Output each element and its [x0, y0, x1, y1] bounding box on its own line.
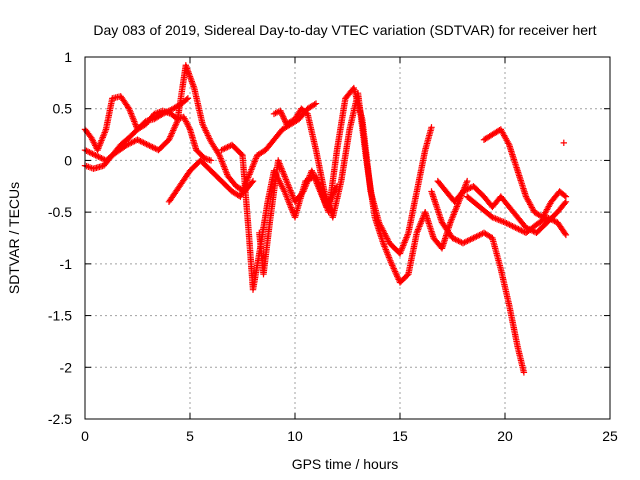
series-C [81, 62, 257, 195]
y-tick-label: 0 [64, 152, 72, 168]
y-tick-label: 1 [64, 49, 72, 65]
y-tick-label: -2 [60, 359, 73, 375]
y-axis-label: SDTVAR / TECUs [6, 182, 22, 294]
x-tick-label: 20 [497, 428, 513, 444]
x-tick-label: 25 [602, 428, 618, 444]
y-tick-label: -1.5 [48, 308, 72, 324]
plot-frame [84, 56, 611, 420]
x-axis-label: GPS time / hours [292, 456, 399, 472]
series-K [464, 193, 570, 239]
x-tick-label: 15 [392, 428, 408, 444]
y-tick-label: -1 [60, 256, 73, 272]
y-tick-label: -0.5 [48, 204, 72, 220]
data-series [81, 62, 570, 376]
x-tick-label: 0 [81, 428, 89, 444]
series-H [428, 188, 528, 376]
series-L [560, 139, 567, 147]
series-D [165, 100, 320, 205]
series-J [480, 126, 570, 221]
chart-title: Day 083 of 2019, Sidereal Day-to-day VTE… [93, 22, 596, 38]
series-I [434, 177, 570, 237]
y-tick-label: 0.5 [53, 101, 73, 117]
y-tick-label: -2.5 [48, 411, 72, 427]
x-tick-label: 5 [186, 428, 194, 444]
axes: 0 5 10 15 20 25 -2.5 -2 -1.5 -1 -0.5 0 0.5 1 [48, 49, 618, 444]
series-A [81, 93, 215, 164]
series-G [270, 90, 471, 286]
x-tick-label: 10 [287, 428, 303, 444]
